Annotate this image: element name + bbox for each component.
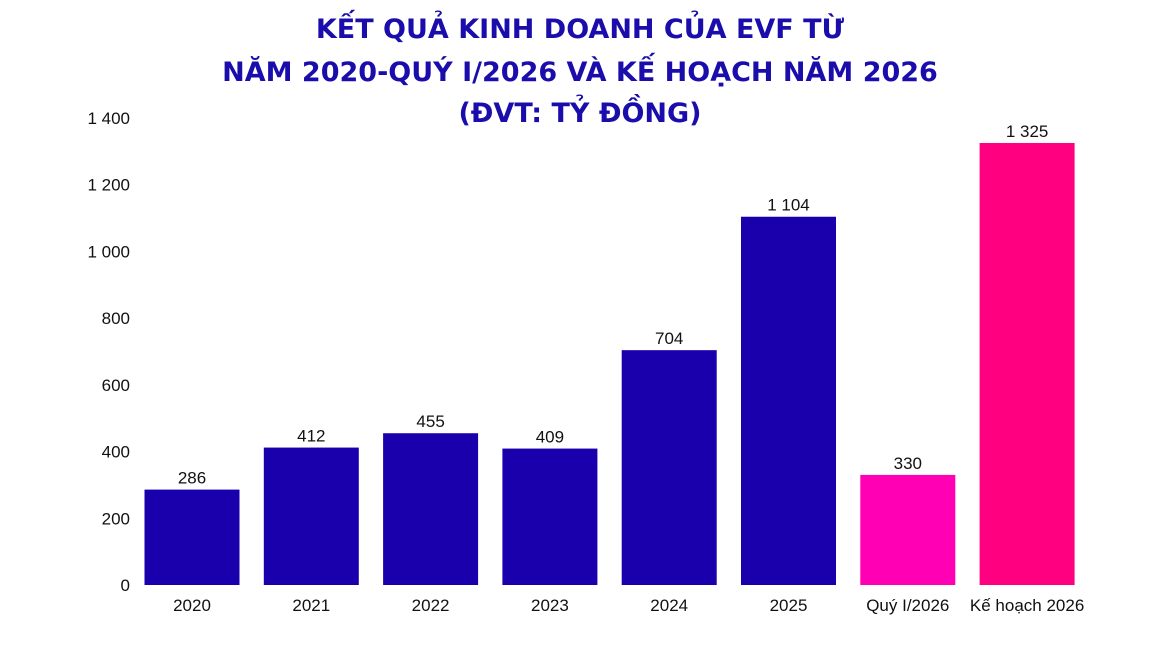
x-category-label: 2023 — [531, 596, 569, 615]
y-tick-label: 400 — [102, 443, 130, 462]
bar-2022 — [383, 433, 479, 585]
x-category-label: 2025 — [770, 596, 808, 615]
x-category-label: 2021 — [292, 596, 330, 615]
bar-2021 — [263, 447, 359, 585]
bar-value-label: 704 — [655, 329, 683, 348]
x-category-label: 2020 — [173, 596, 211, 615]
bar-value-label: 286 — [178, 469, 206, 488]
chart-title-line-1: KẾT QUẢ KINH DOANH CỦA EVF TỪ — [316, 9, 845, 45]
x-category-label: 2022 — [412, 596, 450, 615]
x-axis: 2020 2021 2022 2023 2024 2025 Quý I/2026 Kế hoạ… — [173, 596, 1084, 615]
bar-2020 — [144, 489, 240, 585]
bar-value-label: 330 — [894, 454, 922, 473]
y-tick-label: 0 — [121, 576, 130, 595]
x-category-label: Quý I/2026 — [866, 596, 949, 615]
y-tick-label: 1 000 — [87, 242, 130, 261]
bars-group — [144, 143, 1075, 586]
chart-title-line-2: NĂM 2020-QUÝ I/2026 VÀ KẾ HOẠCH NĂM 2026 — [222, 53, 938, 88]
y-tick-label: 600 — [102, 376, 130, 395]
y-tick-label: 200 — [102, 509, 130, 528]
bar-2023 — [502, 448, 598, 585]
data-labels-group: 286 412 455 409 704 1 104 330 1 325 — [178, 122, 1049, 488]
y-tick-label: 1 200 — [87, 176, 130, 195]
y-tick-label: 1 400 — [87, 109, 130, 128]
bar-2024 — [621, 350, 717, 585]
bar-value-label: 409 — [536, 428, 564, 447]
bar-value-label: 1 104 — [767, 196, 810, 215]
x-category-label: Kế hoạch 2026 — [970, 596, 1084, 615]
bar-value-label: 455 — [416, 412, 444, 431]
y-tick-label: 800 — [102, 309, 130, 328]
bar-2025 — [741, 216, 836, 586]
chart-title-line-3: (ĐVT: TỶ ĐỒNG) — [458, 93, 701, 129]
bar-qu-i-2026 — [860, 474, 956, 585]
bar-k-ho-ch-2026 — [979, 143, 1075, 585]
bar-value-label: 1 325 — [1006, 122, 1049, 141]
bar-value-label: 412 — [297, 427, 325, 446]
x-category-label: 2024 — [650, 596, 688, 615]
chart-title: KẾT QUẢ KINH DOANH CỦA EVF TỪ NĂM 2020-Q… — [222, 9, 938, 129]
y-axis: 0 200 400 600 800 1 000 1 200 1 400 — [87, 109, 130, 595]
